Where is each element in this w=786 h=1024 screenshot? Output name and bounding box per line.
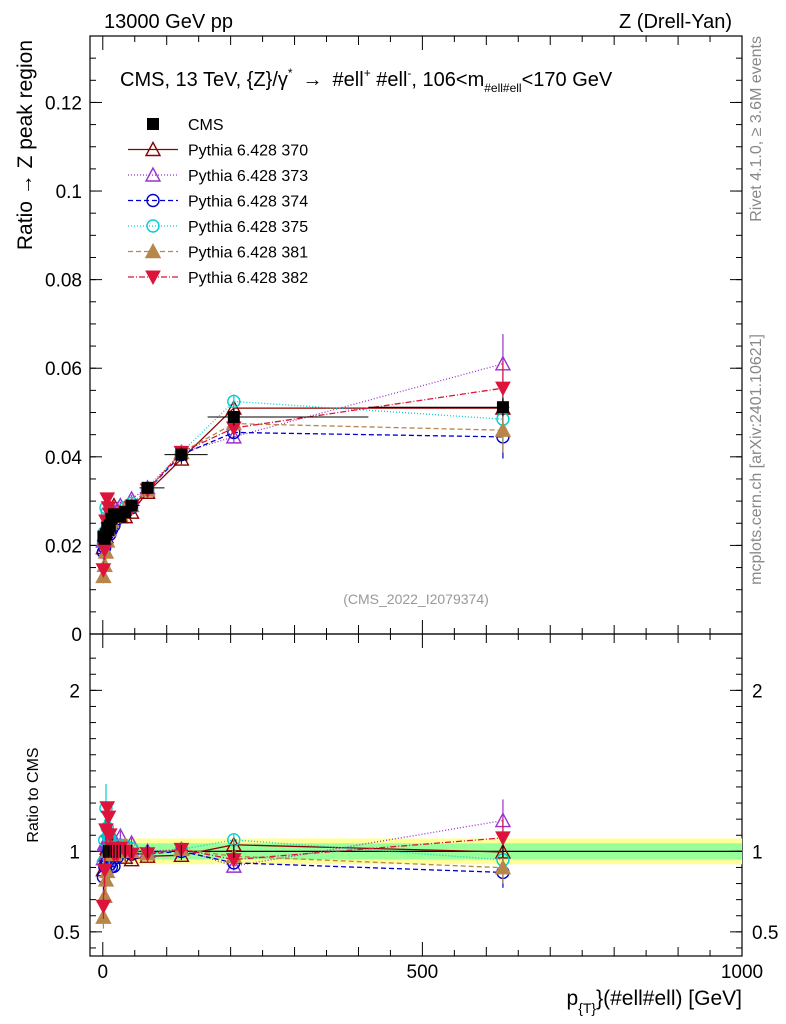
ratio-frame xyxy=(89,633,743,957)
series-3-line xyxy=(102,431,503,553)
ratio-ytick-label-right: 1 xyxy=(752,842,763,863)
title-sup-a: * xyxy=(288,66,293,80)
series-2-line xyxy=(102,363,504,542)
legend-marker xyxy=(147,118,159,130)
series-6-ratio-point xyxy=(95,899,112,915)
legend-marker xyxy=(145,270,161,286)
x-axis-label: p{T}}(#ell#ell) [GeV] xyxy=(567,987,743,1016)
ratio-ytick-label: 2 xyxy=(69,681,80,702)
series-6-point xyxy=(99,492,116,507)
ratio-y-label: Ratio to CMS xyxy=(25,747,42,842)
series-0-ratio xyxy=(102,844,504,858)
legend-label: CMS xyxy=(188,117,224,134)
x-label-rest: }(#ell#ell) [GeV] xyxy=(596,987,742,1010)
ratio-uncertainty-band xyxy=(103,838,743,865)
series-6-point xyxy=(95,563,112,578)
series-6-ratio-point xyxy=(101,828,118,843)
legend-marker xyxy=(144,166,162,182)
title-sup-c: - xyxy=(407,66,411,80)
legend-label: Pythia 6.428 375 xyxy=(188,219,308,236)
series-2-point xyxy=(225,428,242,444)
main-panel: 0.02 0.04 0.06 0.08 0.1 0.12 0 (CMS_2022_I2079… xyxy=(14,35,743,646)
ratio-xtick-label: 1000 xyxy=(721,962,763,983)
analysis-watermark: (CMS_2022_I2079374) xyxy=(343,591,489,607)
main-ytick-label: 0.04 xyxy=(45,448,82,469)
series-4-main xyxy=(96,394,510,555)
legend-item: Pythia 6.428 381 xyxy=(128,243,308,262)
legend-label: Pythia 6.428 370 xyxy=(188,143,308,160)
series-4-point xyxy=(227,394,241,409)
main-ytick-label: 0 xyxy=(71,625,82,646)
main-ytick-label: 0.08 xyxy=(45,271,82,292)
series-6-main xyxy=(95,361,511,578)
legend-item: Pythia 6.428 370 xyxy=(128,141,308,160)
main-x-ticks xyxy=(102,36,743,634)
series-6-ratio-point xyxy=(99,801,116,816)
series-1-main xyxy=(95,383,512,558)
legend-marker xyxy=(146,193,160,208)
series-5-ratio-point xyxy=(494,859,512,875)
main-ytick-label: 0.12 xyxy=(45,93,82,114)
legend-marker xyxy=(146,219,160,233)
series-2-main xyxy=(95,334,512,553)
legend-label: Pythia 6.428 381 xyxy=(188,245,308,262)
x-label-sub: {T} xyxy=(578,1000,596,1016)
title-part-a: CMS, 13 TeV, {Z}/γ xyxy=(120,69,288,91)
series-0-main xyxy=(97,398,510,545)
main-y-axis: 0.02 0.04 0.06 0.08 0.1 0.12 0 xyxy=(45,35,742,646)
legend-label: Pythia 6.428 382 xyxy=(188,270,308,287)
ratio-panel: 0.5 0.5 1 1 2 2 0 500 1000 Ratio to CMS p{T}}(#… xyxy=(25,633,778,1016)
ratio-ytick-label: 1 xyxy=(69,842,80,863)
title-sub-d: #ell#ell xyxy=(484,81,521,95)
ratio-ytick-label: 0.5 xyxy=(54,923,80,944)
series-6-ratio-point xyxy=(96,863,113,879)
title-part-e: <170 GeV xyxy=(522,69,613,91)
legend-marker xyxy=(144,243,162,259)
mcplots-label: mcplots.cern.ch [arXiv:2401.10621] xyxy=(748,334,765,585)
ratio-xtick-label: 0 xyxy=(97,962,108,983)
ratio-x-axis: 0 500 1000 xyxy=(97,634,763,983)
legend-label: Pythia 6.428 374 xyxy=(188,194,308,211)
legend-label: Pythia 6.428 373 xyxy=(188,168,308,185)
series-6-point xyxy=(495,381,511,397)
header-left: 13000 GeV pp xyxy=(104,11,233,33)
series-6-ratio-point xyxy=(100,810,117,826)
legend-item: Pythia 6.428 382 xyxy=(128,270,308,287)
legend-item: Pythia 6.428 373 xyxy=(128,166,308,185)
series-2-ratio-point xyxy=(225,857,242,873)
x-label-p: p xyxy=(567,987,579,1010)
main-ytick-label: 0.1 xyxy=(56,182,82,203)
header-right: Z (Drell-Yan) xyxy=(619,11,732,33)
series-5-line xyxy=(102,422,503,577)
series-5-ratio-point xyxy=(97,871,115,887)
ratio-ytick-label-right: 2 xyxy=(752,681,763,702)
rivet-label: Rivet 4.1.0, ≥ 3.6M events xyxy=(748,36,765,222)
title-part-b: #ell xyxy=(333,69,364,91)
ratio-y-axis: 0.5 0.5 1 1 2 2 xyxy=(54,657,778,949)
series-5-point xyxy=(494,421,512,437)
series-6-line xyxy=(102,387,504,570)
legend-item: Pythia 6.428 374 xyxy=(128,194,308,211)
title-part-d: , 106<m xyxy=(411,69,484,91)
series-3-main xyxy=(96,415,510,562)
ratio-series-group xyxy=(95,783,512,929)
legend-item: Pythia 6.428 375 xyxy=(128,219,308,236)
title-sup-b: + xyxy=(364,66,371,80)
ratio-xtick-label: 500 xyxy=(407,962,439,983)
legend: CMS Pythia 6.428 370 Pythia 6.428 373 Pythi… xyxy=(128,117,308,287)
main-series-group xyxy=(95,334,512,584)
main-y-label: Ratio → Z peak region xyxy=(14,40,37,250)
legend-item: CMS xyxy=(147,117,224,134)
main-ytick-label: 0.02 xyxy=(45,536,82,557)
ratio-ytick-label-right: 0.5 xyxy=(752,923,778,944)
legend-marker xyxy=(144,141,162,157)
plot-title: CMS, 13 TeV, {Z}/γ* → #ell+ #ell-, 106<m#e… xyxy=(120,66,613,95)
title-part-c: #ell xyxy=(371,69,408,91)
main-ytick-label: 0.06 xyxy=(45,359,82,380)
series-6-ratio-point xyxy=(495,831,511,846)
series-5-main xyxy=(95,407,512,584)
title-arrow: → xyxy=(303,69,323,91)
